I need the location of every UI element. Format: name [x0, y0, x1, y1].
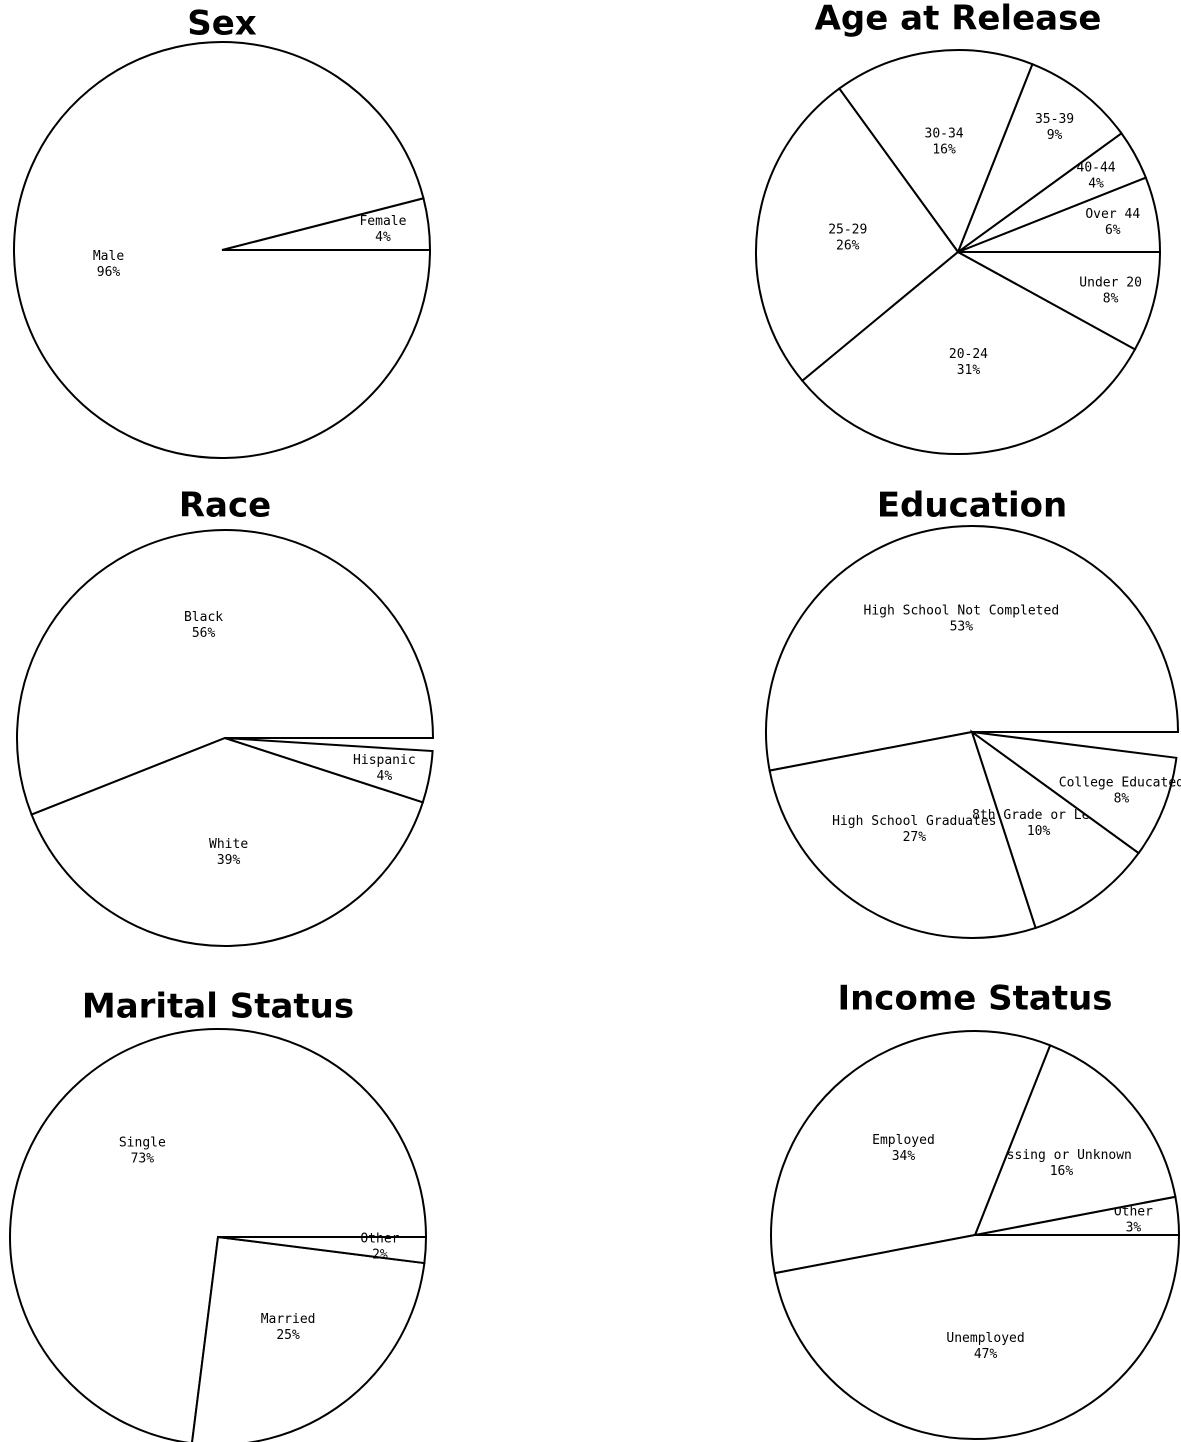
slice-label: College Educated — [1059, 776, 1181, 791]
slice-value-label: 34% — [892, 1149, 916, 1164]
chart-title: Income Status — [837, 979, 1112, 1019]
pie-slice — [755, 87, 960, 383]
pie-slice — [970, 729, 1141, 930]
chart-title: Education — [877, 486, 1067, 526]
slice-value-label: 73% — [131, 1152, 155, 1167]
slice-value-label: 27% — [903, 830, 927, 845]
slice-label: Male — [93, 249, 124, 264]
slice-label: Under 20 — [1079, 276, 1142, 291]
slice-value-label: 16% — [1050, 1164, 1074, 1179]
slice-label: Over 44 — [1085, 207, 1140, 222]
slice-value-label: 10% — [1027, 824, 1051, 839]
slice-value-label: 47% — [974, 1347, 998, 1362]
chart-title: Age at Release — [815, 0, 1102, 39]
slice-label: Missing or Unknown — [991, 1148, 1132, 1163]
pie-slice — [217, 1236, 428, 1265]
slice-label: Other — [1114, 1205, 1153, 1220]
slice-value-label: 53% — [950, 620, 974, 635]
pie-chart: Age at Release Over 446% 40-444% 35-399% 30-… — [755, 0, 1162, 455]
pie-slice — [957, 251, 1162, 351]
slice-value-label: 56% — [192, 626, 216, 641]
slice-label: Single — [119, 1136, 166, 1151]
slice-value-label: 4% — [377, 769, 393, 784]
pie-slice — [971, 731, 1178, 855]
slice-label: 25-29 — [828, 223, 867, 238]
pie-slice — [16, 529, 435, 816]
slice-value-label: 9% — [1047, 128, 1063, 143]
slice-value-label: 3% — [1126, 1221, 1142, 1236]
slice-value-label: 16% — [932, 142, 956, 157]
slice-value-label: 2% — [372, 1248, 388, 1263]
chart-title: Race — [179, 486, 271, 526]
slice-value-label: 25% — [276, 1328, 300, 1343]
slice-value-label: 26% — [836, 239, 860, 254]
slice-value-label: 4% — [375, 230, 391, 245]
slice-label: Other — [360, 1232, 399, 1247]
slice-label: 30-34 — [925, 126, 964, 141]
pie-slice — [837, 49, 1034, 255]
slice-label: 8th Grade or Less — [972, 808, 1105, 823]
pie-slice — [30, 736, 425, 947]
slice-value-label: 4% — [1088, 177, 1104, 192]
slice-label: Employed — [872, 1133, 935, 1148]
slice-label: Unemployed — [946, 1331, 1024, 1346]
slice-label: White — [209, 837, 248, 852]
chart-title: Marital Status — [82, 987, 354, 1027]
pie-slice — [800, 250, 1137, 455]
slice-value-label: 31% — [957, 363, 981, 378]
slice-label: Black — [184, 610, 223, 625]
slice-label: 35-39 — [1035, 112, 1074, 127]
slice-value-label: 8% — [1103, 292, 1119, 307]
slice-label: Married — [261, 1312, 316, 1327]
pie-slice — [973, 1044, 1177, 1237]
pie-slice — [773, 1234, 1181, 1441]
slice-value-label: 39% — [217, 853, 241, 868]
pie-slice — [768, 730, 1037, 939]
pie-slice — [224, 737, 434, 804]
slice-value-label: 6% — [1105, 223, 1121, 238]
slice-label: 20-24 — [949, 347, 988, 362]
pie-slice — [9, 1028, 428, 1442]
pie-slice — [765, 525, 1180, 772]
pie-slice — [191, 1235, 426, 1442]
pie-slice — [955, 62, 1123, 255]
slice-value-label: 8% — [1114, 792, 1130, 807]
pie-slice — [13, 41, 432, 459]
pie-slice — [770, 1030, 1052, 1275]
slice-label: Female — [359, 214, 406, 229]
slice-value-label: 96% — [97, 265, 121, 280]
slice-label: Hispanic — [353, 753, 416, 768]
slice-label: High School Graduates — [832, 814, 996, 829]
slice-label: High School Not Completed — [864, 604, 1060, 619]
chart-title: Sex — [187, 4, 257, 44]
slice-label: 40-44 — [1077, 161, 1116, 176]
